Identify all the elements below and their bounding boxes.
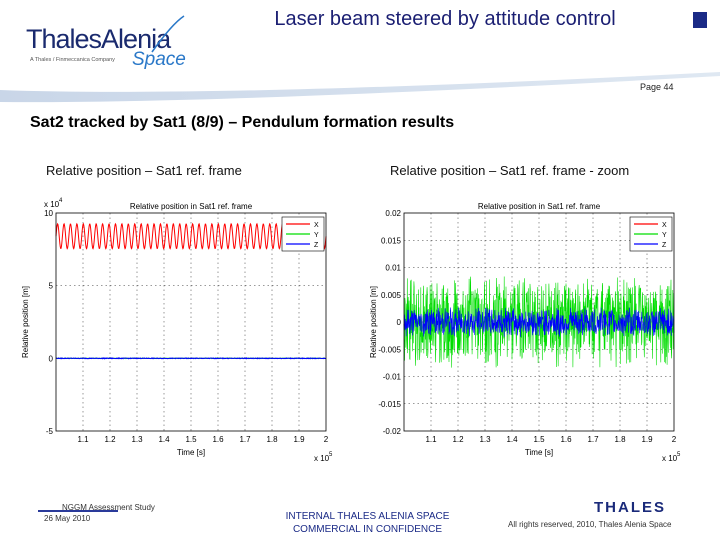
chart-2-x-tick-label: 1.7 xyxy=(587,435,599,444)
classification-line-1: INTERNAL THALES ALENIA SPACE xyxy=(285,511,450,522)
chart-2-x-label: Time [s] xyxy=(525,448,553,457)
chart-1-x-exponent-label: x 10 xyxy=(314,454,330,463)
chart-1-y-label: Relative position [m] xyxy=(21,286,30,358)
chart-1-x-tick-label: 1.4 xyxy=(158,435,170,444)
chart-1-x-tick-label: 2 xyxy=(324,435,329,444)
chart-2-x-tick-label: 1.1 xyxy=(425,435,437,444)
chart-1-x-tick-label: 1.6 xyxy=(212,435,224,444)
thales-logo: THALES xyxy=(594,499,666,516)
chart-2-x-tick-label: 1.3 xyxy=(479,435,491,444)
slide-subtitle: Sat2 tracked by Sat1 (8/9) – Pendulum fo… xyxy=(30,114,455,131)
title-accent-bar xyxy=(693,12,707,28)
chart-2-axes-box xyxy=(403,212,675,432)
relative-position-zoom-chart: 1.1 1.2 1.3 1.4 1.5 1.6 1.7 1.8 1.9 2-0.02-0.015-… xyxy=(369,202,681,463)
logo-tagline: A Thales / Finmeccanica Company xyxy=(30,57,115,63)
chart-2-x-tick-label: 1.9 xyxy=(641,435,653,444)
header-swoosh xyxy=(0,72,720,103)
chart-1-x-label: Time [s] xyxy=(177,448,205,457)
relative-position-chart: 1.1 1.2 1.3 1.4 1.5 1.6 1.7 1.8 1.9 2 -5 0 5 10 Relati… xyxy=(21,198,333,463)
chart-1-x-tick-label: 1.2 xyxy=(104,435,116,444)
chart-1-x-tick-label: 1.8 xyxy=(266,435,278,444)
chart-2-y-tick-label: -0.005 xyxy=(378,345,401,354)
chart-2-y-tick-label: 0.01 xyxy=(385,264,401,273)
chart-2-x-tick-label: 1.5 xyxy=(533,435,545,444)
logo-main-text: ThalesAlenia xyxy=(26,24,172,54)
chart-2-title: Relative position in Sat1 ref. frame xyxy=(478,202,601,211)
slide-title: Laser beam steered by attitude control xyxy=(274,8,616,30)
chart-1-x-tick-label: 1.1 xyxy=(77,435,89,444)
chart-1-legend-label-y: Y xyxy=(314,232,319,239)
footer-date: 26 May 2010 xyxy=(44,514,91,523)
chart-2-y-tick-label: -0.015 xyxy=(378,400,401,409)
footer-accent-bar xyxy=(38,510,118,512)
chart-2-series-z xyxy=(403,307,675,337)
chart-1-legend-label-z: Z xyxy=(314,242,319,249)
chart-caption-right: Relative position – Sat1 ref. frame - zo… xyxy=(390,163,630,178)
chart-1-x-tick-label: 1.9 xyxy=(293,435,305,444)
thales-alenia-space-logo: ThalesAlenia A Thales / Finmeccanica Com… xyxy=(22,14,192,80)
chart-1-title: Relative position in Sat1 ref. frame xyxy=(130,202,253,211)
chart-1-x-exponent: 5 xyxy=(329,452,333,458)
chart-2-x-tick-label: 1.2 xyxy=(452,435,464,444)
chart-2-legend-label-x: X xyxy=(662,222,667,229)
logo-space-text: Space xyxy=(132,49,186,70)
copyright-notice: All rights reserved, 2010, Thales Alenia… xyxy=(508,520,672,529)
classification-line-2: COMMERCIAL IN CONFIDENCE xyxy=(292,524,443,535)
chart-1-y-tick-label: 0 xyxy=(49,354,54,363)
chart-2-x-exponent: 5 xyxy=(677,452,681,458)
chart-1-y-exponent-label: x 10 xyxy=(44,200,60,209)
chart-2-x-exponent-label: x 10 xyxy=(662,454,678,463)
chart-2-legend: XYZ xyxy=(629,216,673,252)
chart-1-axes-box xyxy=(55,212,327,432)
footer-study-name: NGGM Assessment Study xyxy=(62,503,155,512)
chart-2-y-tick-label: 0.015 xyxy=(381,236,402,245)
classification-notice: INTERNAL THALES ALENIA SPACE COMMERCIAL … xyxy=(250,510,485,536)
chart-2-y-tick-label: 0.02 xyxy=(385,209,401,218)
chart-2-y-tick-label: 0.005 xyxy=(381,291,402,300)
chart-1-series-x xyxy=(55,222,327,250)
chart-2-legend-label-y: Y xyxy=(662,232,667,239)
chart-2-x-tick-label: 1.4 xyxy=(506,435,518,444)
page-number: Page 44 xyxy=(640,82,674,92)
chart-1-x-tick-label: 1.3 xyxy=(131,435,143,444)
chart-2-x-tick-label: 2 xyxy=(672,435,677,444)
chart-1-x-tick-label: 1.5 xyxy=(185,435,197,444)
chart-1-x-tick-label: 1.7 xyxy=(239,435,251,444)
chart-2-legend-label-z: Z xyxy=(662,242,667,249)
chart-2-x-tick-label: 1.8 xyxy=(614,435,626,444)
chart-1-y-tick-label: -5 xyxy=(46,427,54,436)
chart-2-y-tick-label: -0.01 xyxy=(383,373,402,382)
chart-1-legend-label-x: X xyxy=(314,222,319,229)
chart-caption-left: Relative position – Sat1 ref. frame xyxy=(46,163,242,178)
chart-2-y-label: Relative position [m] xyxy=(369,286,378,358)
chart-2-y-tick-label: 0 xyxy=(397,318,402,327)
chart-2-y-tick-label: -0.02 xyxy=(383,427,402,436)
chart-2-x-tick-label: 1.6 xyxy=(560,435,572,444)
chart-1-y-tick-label: 10 xyxy=(44,209,53,218)
chart-1-series-z xyxy=(55,357,327,360)
chart-1-y-exponent: 4 xyxy=(59,198,63,204)
chart-1-y-tick-label: 5 xyxy=(49,282,54,291)
chart-1-legend: XYZ xyxy=(281,216,325,252)
